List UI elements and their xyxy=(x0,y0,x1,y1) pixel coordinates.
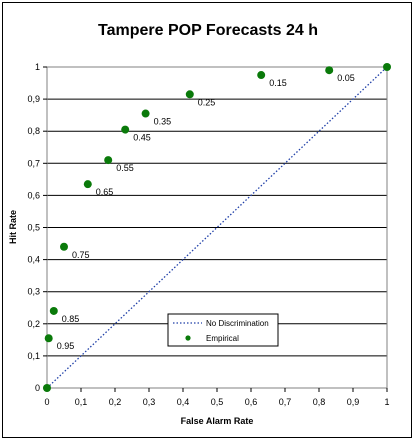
empirical-point xyxy=(383,63,391,71)
legend: No Discrimination Empirical xyxy=(167,313,279,347)
empirical-point xyxy=(49,306,58,315)
x-tick-label: 0,2 xyxy=(109,397,122,407)
y-tick-label: 0,6 xyxy=(27,190,40,200)
x-tick-label: 0,1 xyxy=(75,397,88,407)
legend-point-symbol xyxy=(185,335,191,341)
point-label: 0.15 xyxy=(269,78,287,88)
empirical-point xyxy=(141,109,150,118)
empirical-point xyxy=(44,334,53,343)
x-tick-label: 0,7 xyxy=(279,397,292,407)
x-axis-label: False Alarm Rate xyxy=(181,416,254,426)
point-label: 0.75 xyxy=(72,250,90,260)
x-tick-label: 0 xyxy=(44,397,49,407)
legend-box xyxy=(167,313,279,347)
empirical-point xyxy=(257,71,266,80)
empirical-point xyxy=(43,384,51,392)
legend-label-empirical: Empirical xyxy=(206,334,239,343)
x-tick-label: 0,3 xyxy=(143,397,156,407)
x-tick-label: 0,5 xyxy=(211,397,224,407)
no-discrimination-line xyxy=(46,66,388,389)
y-tick-label: 0,2 xyxy=(27,319,40,329)
x-tick-label: 0,6 xyxy=(245,397,258,407)
y-tick-label: 0 xyxy=(35,383,40,393)
y-tick-label: 0,3 xyxy=(27,287,40,297)
x-tick-label: 1 xyxy=(384,397,389,407)
point-label: 0.55 xyxy=(116,163,134,173)
point-label: 0.65 xyxy=(96,187,114,197)
y-tick-label: 0,9 xyxy=(27,94,40,104)
y-tick-label: 1 xyxy=(35,62,40,72)
point-label: 0.85 xyxy=(62,314,80,324)
y-tick-label: 0,4 xyxy=(27,255,40,265)
empirical-point xyxy=(185,90,194,99)
y-tick-label: 0,8 xyxy=(27,126,40,136)
y-tick-label: 0,1 xyxy=(27,351,40,361)
x-tick-label: 0,8 xyxy=(313,397,326,407)
tick-labels: 0 0,1 0,2 0,3 0,4 0,5 0,6 0,7 0,8 0,9 100,10,20,30… xyxy=(27,62,389,407)
point-label: 0.35 xyxy=(154,117,172,127)
point-label: 0.25 xyxy=(198,97,216,107)
empirical-point xyxy=(83,180,92,189)
point-label: 0.05 xyxy=(337,73,355,83)
x-tick-label: 0,9 xyxy=(347,397,360,407)
x-tick-label: 0,4 xyxy=(177,397,190,407)
empirical-point xyxy=(104,156,113,165)
point-label: 0.45 xyxy=(133,133,151,143)
empirical-point xyxy=(325,66,334,75)
point-label: 0.95 xyxy=(57,341,75,351)
y-tick-label: 0,7 xyxy=(27,158,40,168)
legend-label-no-discrimination: No Discrimination xyxy=(206,319,269,328)
empirical-points: 0.95 0.85 0.75 0.65 0.55 0.450.35 0.25 0.15 0.05 xyxy=(43,63,391,392)
chart-title: Tampere POP Forecasts 24 h xyxy=(98,22,318,39)
y-tick-label: 0,5 xyxy=(27,223,40,233)
empirical-point xyxy=(60,242,68,251)
empirical-point xyxy=(121,125,130,134)
y-axis-label: Hit Rate xyxy=(8,210,18,244)
